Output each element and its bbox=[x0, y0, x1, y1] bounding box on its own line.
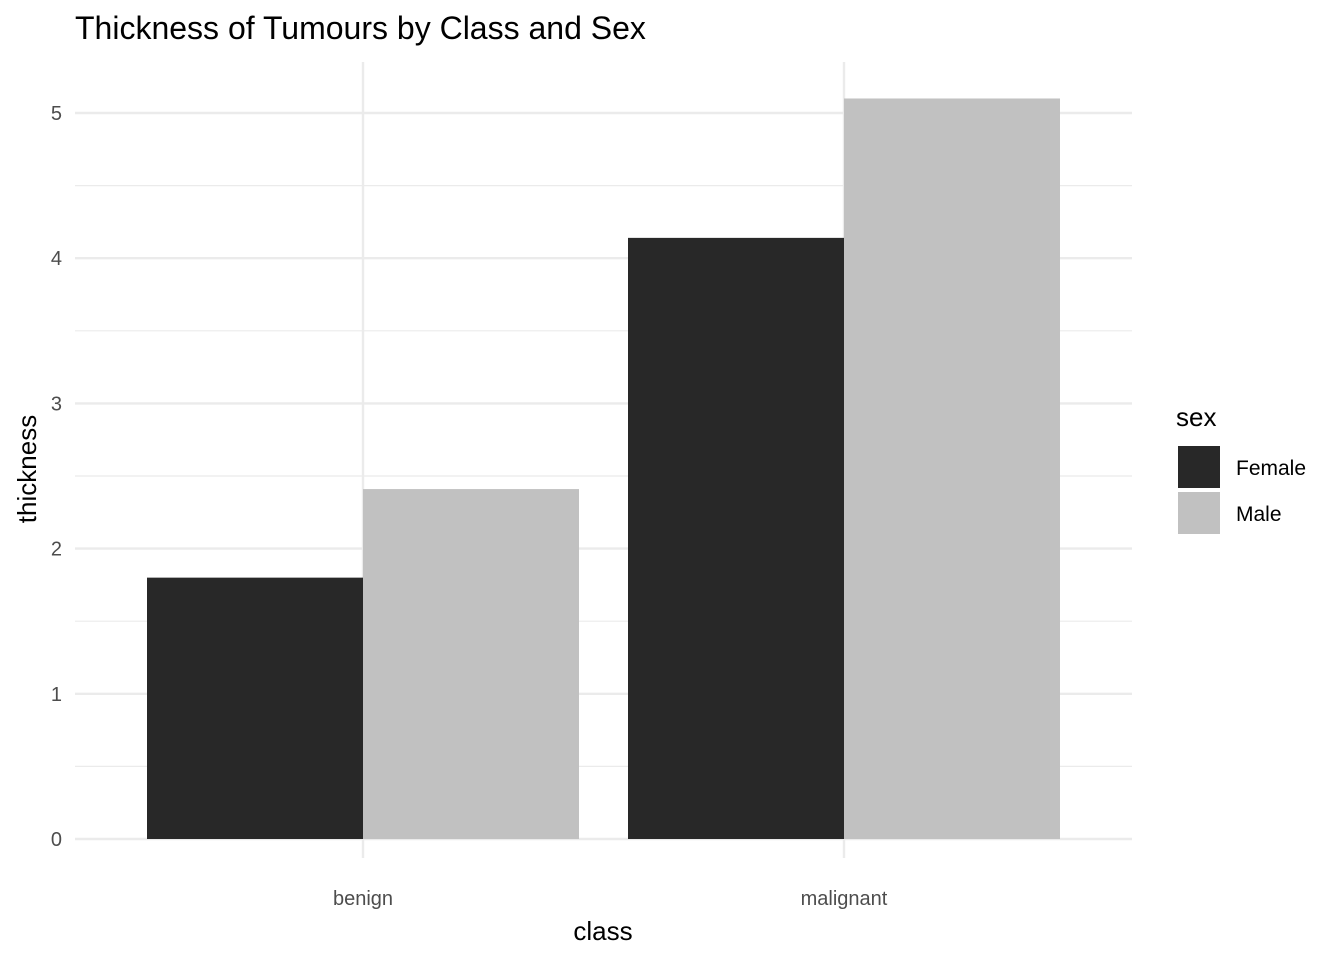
y-tick-label: 3 bbox=[51, 393, 62, 415]
bar-malignant-male bbox=[844, 98, 1060, 840]
legend-label-female: Female bbox=[1236, 457, 1306, 480]
bar-benign-female bbox=[147, 577, 363, 839]
y-tick-label: 5 bbox=[51, 103, 62, 125]
bar-benign-male bbox=[363, 489, 579, 839]
x-axis-title: class bbox=[573, 916, 632, 946]
y-tick-label: 1 bbox=[51, 684, 62, 706]
legend-title: sex bbox=[1176, 402, 1216, 432]
y-axis: 0 1 2 3 4 5 bbox=[51, 103, 62, 851]
legend-key-female bbox=[1178, 446, 1220, 488]
y-tick-label: 2 bbox=[51, 539, 62, 561]
y-axis-title: thickness bbox=[12, 415, 42, 523]
x-tick-label: malignant bbox=[801, 888, 888, 910]
bar-malignant-female bbox=[628, 237, 844, 839]
x-axis: benign malignant bbox=[333, 888, 888, 910]
chart-title: Thickness of Tumours by Class and Sex bbox=[75, 10, 646, 46]
y-tick-label: 0 bbox=[51, 829, 62, 851]
bars bbox=[147, 98, 1060, 840]
legend-label-male: Male bbox=[1236, 503, 1282, 526]
y-tick-label: 4 bbox=[51, 248, 62, 270]
legend: sex Female Male bbox=[1176, 402, 1306, 534]
x-tick-label: benign bbox=[333, 888, 393, 910]
legend-key-male bbox=[1178, 492, 1220, 534]
